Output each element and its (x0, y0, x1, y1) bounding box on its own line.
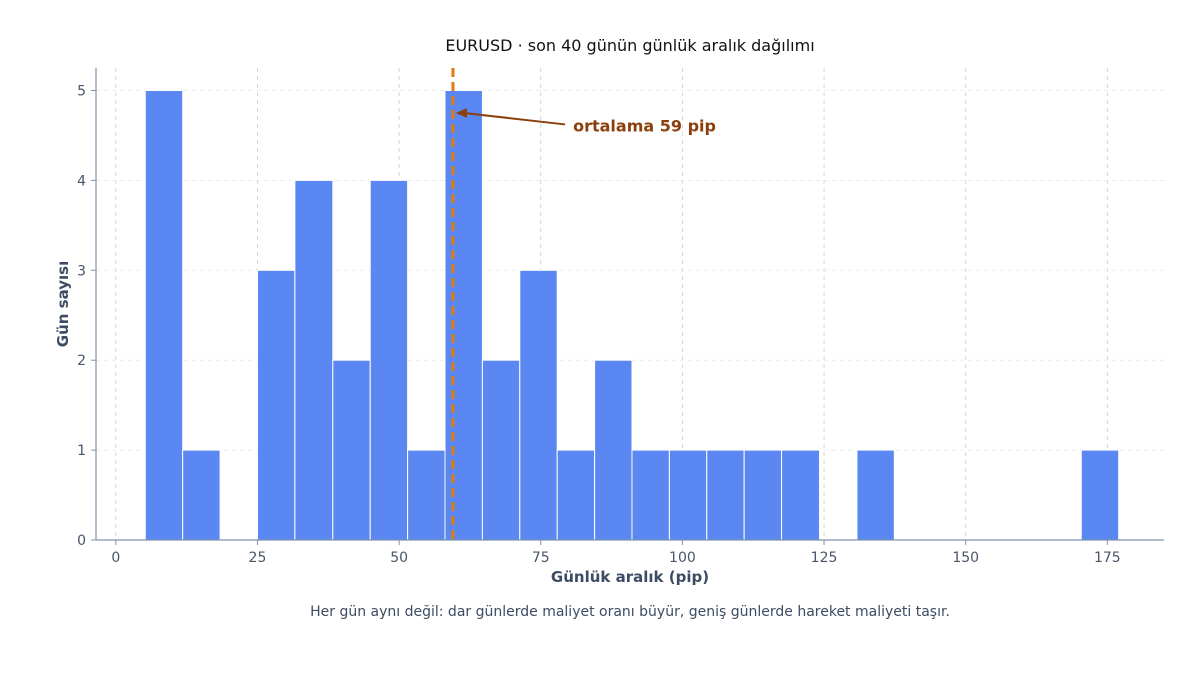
x-tick-label: 75 (532, 550, 550, 566)
chart-title: EURUSD · son 40 günün günlük aralık dağı… (445, 36, 814, 55)
x-tick-label: 25 (249, 550, 267, 566)
annotation-label: ortalama 59 pip (573, 116, 716, 135)
x-tick-label: 175 (1094, 550, 1121, 566)
histogram-bar (407, 449, 446, 541)
histogram-bar (369, 179, 409, 541)
histogram-bar (332, 359, 371, 541)
histogram-bar (706, 449, 745, 541)
x-tick-label: 100 (669, 550, 696, 566)
y-tick-label: 3 (77, 263, 86, 279)
annotation-arrow-head (455, 107, 467, 118)
annotation-arrow-line (463, 111, 566, 126)
y-tick-label: 1 (77, 443, 86, 459)
histogram-bar (256, 269, 296, 541)
y-axis-label: Gün sayısı (54, 261, 72, 347)
x-tick-label: 125 (811, 550, 838, 566)
histogram-bar (182, 449, 221, 541)
histogram-bar (856, 449, 895, 541)
histogram-bar (594, 359, 633, 541)
histogram-bar (144, 89, 184, 541)
x-tick-label: 50 (390, 550, 408, 566)
x-tick-label: 150 (952, 550, 979, 566)
tick-labels: 0 25 50 75 100 125 150 175 0 1 2 3 4 5 (77, 83, 1121, 566)
histogram-bar (444, 89, 483, 541)
x-axis-label: Günlük aralık (pip) (551, 568, 709, 586)
histogram-bar (781, 449, 821, 541)
y-tick-label: 0 (77, 533, 86, 549)
histogram-bars (144, 89, 1120, 541)
histogram-bar (481, 359, 521, 541)
x-tick-label: 0 (111, 550, 120, 566)
mean-annotation: ortalama 59 pip (455, 107, 716, 135)
histogram-bar (668, 449, 708, 541)
histogram-bar (294, 179, 334, 541)
histogram-bar (1080, 449, 1120, 541)
histogram-bar (743, 449, 783, 541)
histogram-bar (556, 449, 596, 541)
histogram-bar (519, 269, 558, 541)
histogram-bar (631, 449, 670, 541)
y-tick-label: 5 (77, 83, 86, 99)
y-tick-label: 4 (77, 173, 86, 189)
axes (95, 68, 1164, 541)
y-tick-label: 2 (77, 353, 86, 369)
chart-caption: Her gün aynı değil: dar günlerde maliyet… (310, 604, 950, 620)
